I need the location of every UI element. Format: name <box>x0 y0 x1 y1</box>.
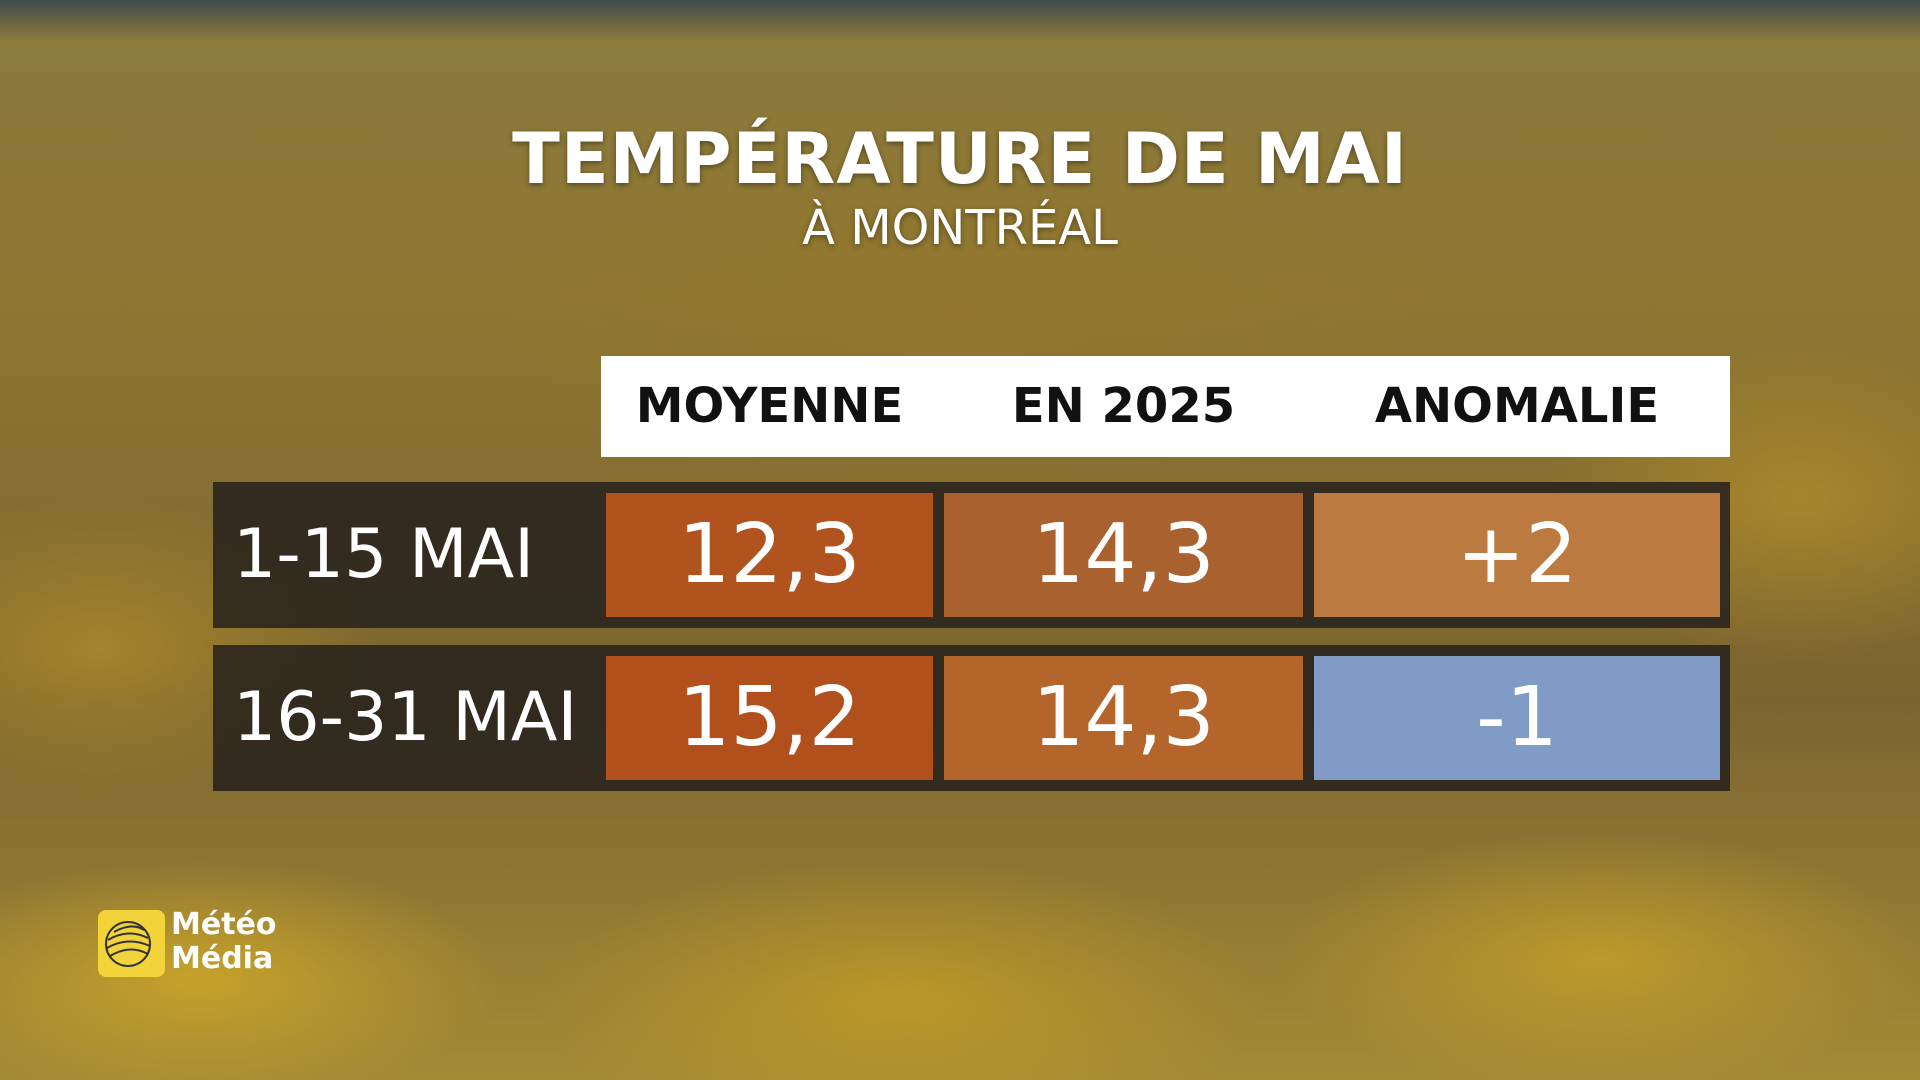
logo-text: Météo Média <box>171 908 277 976</box>
title: TEMPÉRATURE DE MAI <box>512 118 1408 200</box>
logo-line: Météo <box>171 907 277 942</box>
value-cell: 14,3 <box>944 656 1303 780</box>
value-cell: -1 <box>1314 656 1720 780</box>
column-header: MOYENNE <box>635 378 904 434</box>
header-band <box>601 356 1730 457</box>
logo-icon <box>98 910 165 977</box>
value-cell: 12,3 <box>606 493 933 617</box>
column-header: EN 2025 <box>1011 378 1236 434</box>
row-label: 16-31 MAI <box>233 678 578 757</box>
logo-line: Média <box>171 941 274 976</box>
subtitle: À MONTRÉAL <box>802 200 1118 256</box>
value-cell: 15,2 <box>606 656 933 780</box>
logo-globe <box>105 921 151 967</box>
row-label: 1-15 MAI <box>233 515 535 594</box>
value-cell: 14,3 <box>944 493 1303 617</box>
value-cell: +2 <box>1314 493 1720 617</box>
column-header: ANOMALIE <box>1374 378 1660 434</box>
